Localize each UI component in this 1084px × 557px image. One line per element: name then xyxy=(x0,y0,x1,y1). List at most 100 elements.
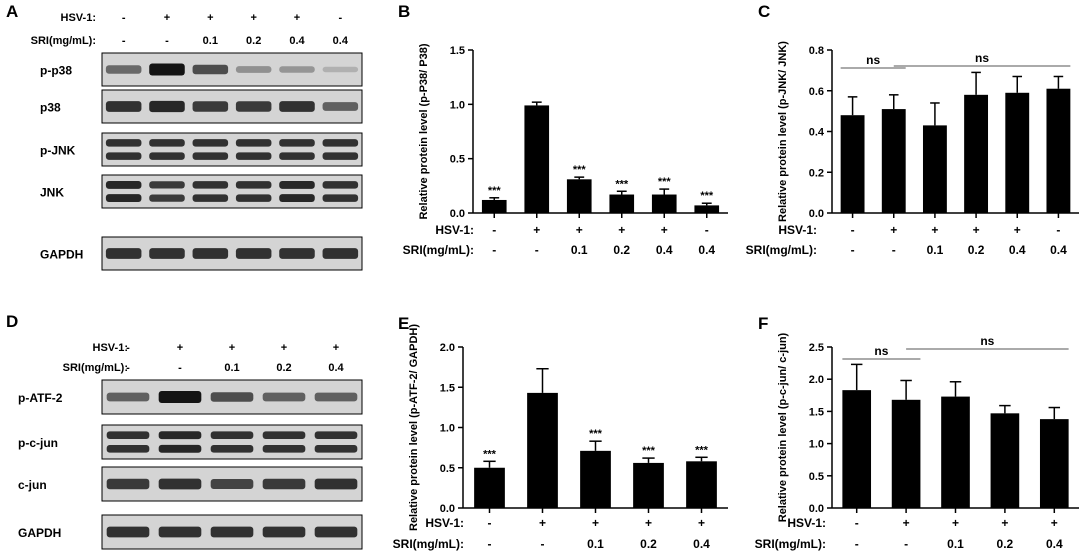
blot-band xyxy=(106,431,150,439)
significance-label: ns xyxy=(980,334,994,348)
panel-label-e: E xyxy=(398,314,410,333)
blot-band xyxy=(105,180,142,189)
blot-band xyxy=(106,445,150,453)
treatment-label: SRI(mg/mL): xyxy=(403,243,474,257)
blot-band xyxy=(322,139,359,147)
blot-band xyxy=(149,181,185,189)
treatment-value: - xyxy=(892,243,896,257)
treatment-value: - xyxy=(855,537,859,551)
treatment-value: - xyxy=(855,516,859,530)
y-tick-label: 2.0 xyxy=(809,374,824,386)
treatment-value: 0.2 xyxy=(246,35,261,47)
y-axis-label: Relative protein level (p-JNK/ JNK) xyxy=(777,41,789,222)
treatment-value: + xyxy=(618,223,625,237)
bar xyxy=(527,392,558,508)
bar xyxy=(990,413,1020,508)
blot-band xyxy=(106,526,150,538)
bar xyxy=(881,109,906,213)
treatment-label: HSV-1: xyxy=(435,223,474,237)
y-tick-label: 2.0 xyxy=(440,342,455,354)
treatment-value: 0.4 xyxy=(698,243,715,257)
significance-label: ns xyxy=(866,53,880,67)
treatment-value: - xyxy=(122,35,126,47)
blot-band xyxy=(210,479,254,489)
treatment-label: SRI(mg/mL): xyxy=(31,35,96,47)
y-tick-label: 1.0 xyxy=(450,99,465,111)
blot-row-label: p38 xyxy=(40,101,61,115)
significance-stars: *** xyxy=(695,444,709,456)
blot-band xyxy=(262,431,306,439)
blot-band xyxy=(149,100,185,113)
bar xyxy=(609,194,635,213)
treatment-value: 0.4 xyxy=(1050,243,1067,257)
treatment-value: + xyxy=(533,223,540,237)
treatment-label: HSV-1: xyxy=(425,516,464,530)
treatment-value: 0.2 xyxy=(968,243,985,257)
treatment-label: HSV-1: xyxy=(93,342,128,354)
treatment-label: SRI(mg/mL): xyxy=(393,537,464,551)
treatment-value: 0.1 xyxy=(224,362,239,374)
y-axis-label: Relative protein level (p-c-jun/ c-jun) xyxy=(777,332,789,522)
treatment-label: HSV-1: xyxy=(787,516,826,530)
treatment-value: + xyxy=(229,342,235,354)
blot-band xyxy=(210,431,254,439)
treatment-value: + xyxy=(592,516,599,530)
treatment-value: 0.1 xyxy=(571,243,588,257)
blot-row-label: GAPDH xyxy=(40,248,83,262)
blot-band xyxy=(235,139,272,147)
treatment-value: 0.4 xyxy=(1046,537,1063,551)
blot-band xyxy=(279,194,315,203)
y-tick-label: 0.0 xyxy=(809,503,824,515)
blot-band xyxy=(210,392,254,402)
treatment-value: 0.2 xyxy=(997,537,1014,551)
treatment-value: - xyxy=(535,243,539,257)
y-tick-label: 0.0 xyxy=(440,503,455,515)
blot-row-label: p-ATF-2 xyxy=(18,391,63,405)
treatment-value: - xyxy=(488,537,492,551)
blot-band xyxy=(262,478,306,490)
blot-band xyxy=(235,248,272,259)
significance-stars: *** xyxy=(483,448,497,460)
blot-row-label: JNK xyxy=(40,186,64,200)
bar xyxy=(566,179,592,213)
y-tick-label: 0.6 xyxy=(809,86,824,98)
blot-band xyxy=(158,391,202,403)
blot-band xyxy=(322,248,359,259)
y-tick-label: 1.0 xyxy=(809,439,824,451)
bar xyxy=(1005,92,1030,213)
blot-band xyxy=(105,152,142,160)
treatment-value: 0.4 xyxy=(328,362,344,374)
treatment-value: 0.1 xyxy=(927,243,944,257)
blot-band xyxy=(105,248,142,259)
treatment-value: + xyxy=(931,223,938,237)
blot-band xyxy=(322,152,359,160)
blot-band xyxy=(105,194,142,203)
treatment-value: - xyxy=(904,537,908,551)
treatment-value: + xyxy=(1001,516,1008,530)
bar xyxy=(842,390,872,508)
y-tick-label: 0.5 xyxy=(809,471,824,483)
treatment-value: - xyxy=(338,12,342,24)
blot-band xyxy=(105,101,142,112)
significance-stars: *** xyxy=(573,164,587,176)
blot-band xyxy=(105,139,142,147)
blot-band xyxy=(192,181,229,189)
y-tick-label: 0.8 xyxy=(809,45,824,57)
y-tick-label: 0.0 xyxy=(809,208,824,220)
blot-band xyxy=(210,526,254,538)
blot-band xyxy=(192,101,229,112)
blot-band xyxy=(158,431,202,440)
treatment-label: HSV-1: xyxy=(778,223,817,237)
treatment-value: 0.4 xyxy=(1009,243,1026,257)
blot-band xyxy=(158,526,202,538)
blot-band xyxy=(210,445,254,453)
treatment-value: + xyxy=(890,223,897,237)
blot-row-label: GAPDH xyxy=(18,526,61,540)
treatment-value: + xyxy=(281,342,287,354)
bar xyxy=(481,199,507,213)
blot-band xyxy=(279,101,315,112)
